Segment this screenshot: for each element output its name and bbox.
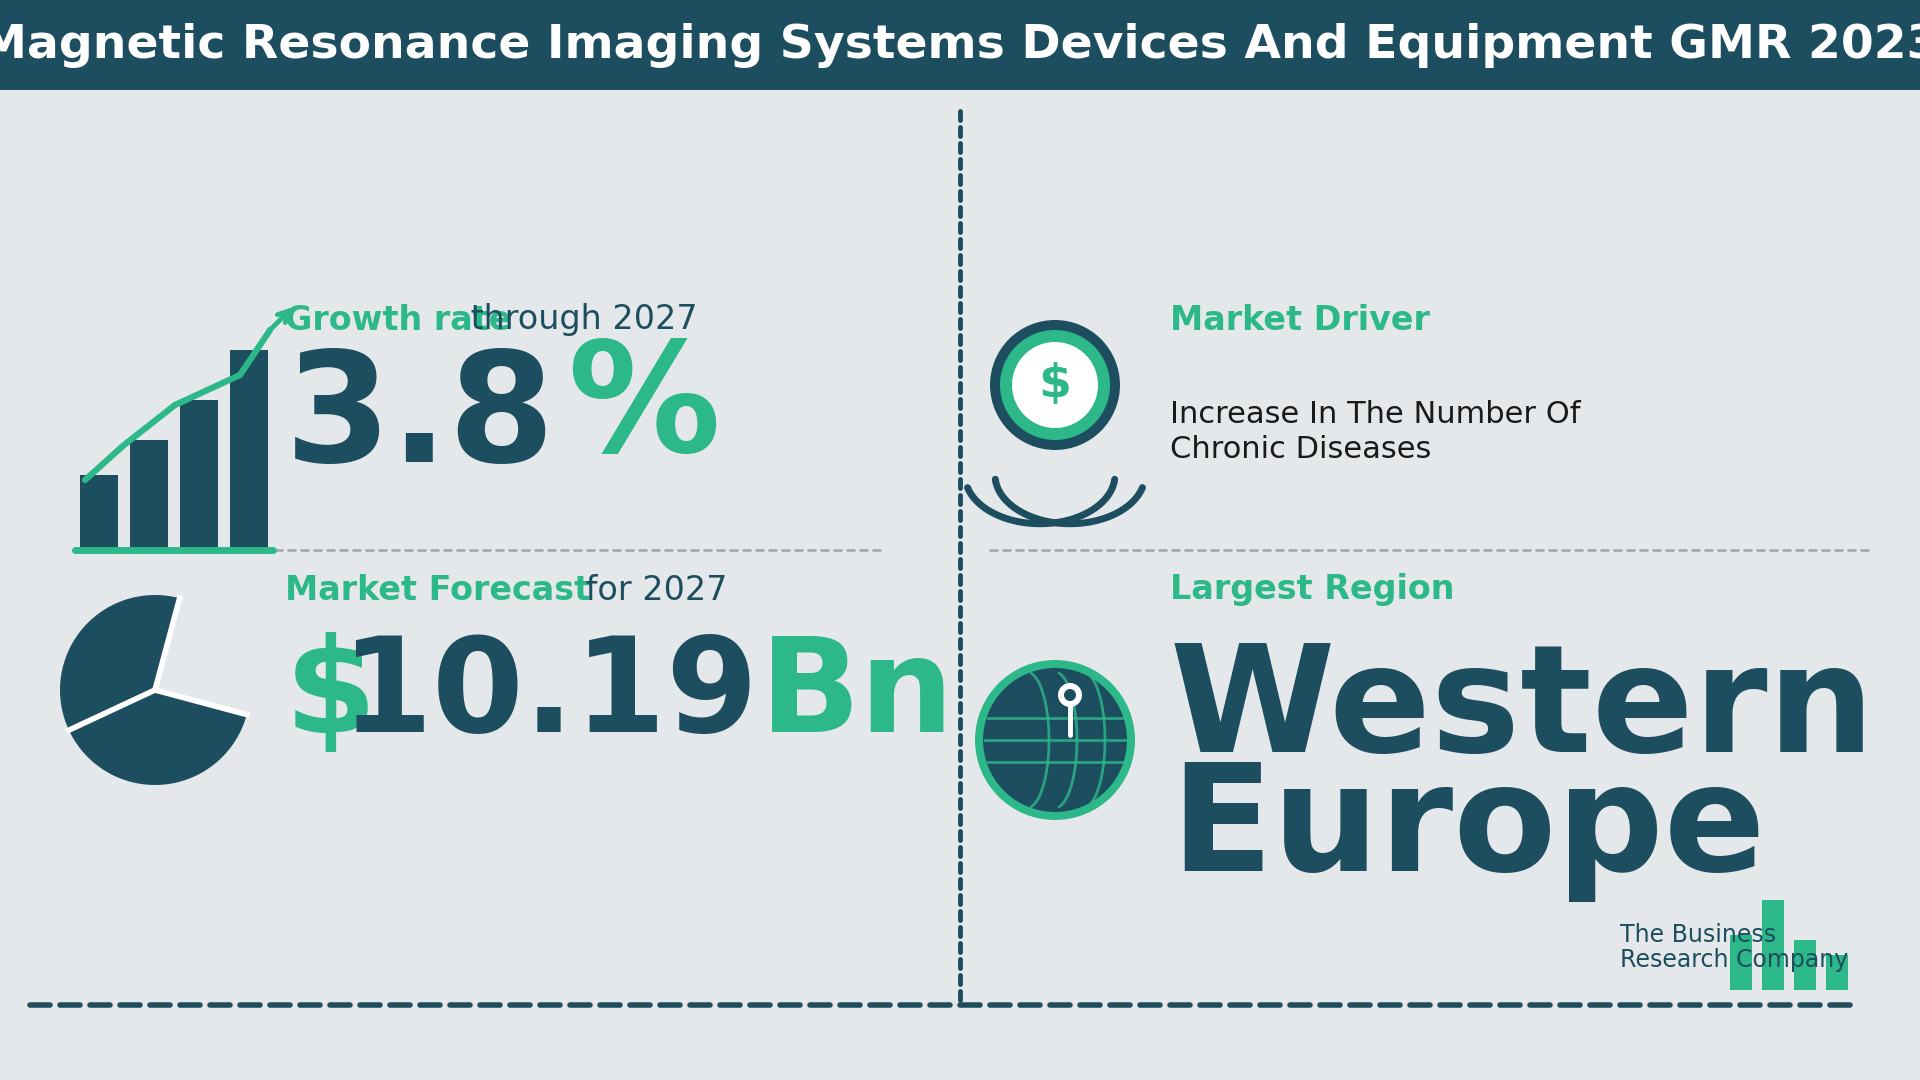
Text: Market Forecast: Market Forecast — [284, 573, 589, 607]
Circle shape — [1000, 330, 1110, 440]
Text: %: % — [566, 336, 720, 485]
Text: 3.8: 3.8 — [284, 346, 555, 495]
Wedge shape — [60, 595, 248, 785]
Circle shape — [1058, 683, 1083, 707]
Text: for 2027: for 2027 — [574, 573, 728, 607]
Bar — [81, 475, 117, 550]
Bar — [230, 350, 269, 550]
Bar — [1730, 935, 1751, 990]
Text: The Business: The Business — [1620, 923, 1776, 947]
Bar — [1826, 955, 1847, 990]
Text: Growth rate: Growth rate — [284, 303, 511, 337]
Bar — [131, 440, 169, 550]
Circle shape — [975, 660, 1135, 820]
Text: 10.19: 10.19 — [340, 632, 758, 758]
Circle shape — [991, 320, 1119, 450]
Bar — [1793, 940, 1816, 990]
Text: $: $ — [284, 632, 376, 758]
Circle shape — [1012, 342, 1098, 428]
Text: Bn: Bn — [760, 632, 954, 758]
Text: Europe: Europe — [1169, 757, 1766, 903]
Text: Increase In The Number Of: Increase In The Number Of — [1169, 400, 1580, 429]
Circle shape — [1064, 689, 1075, 701]
Text: Largest Region: Largest Region — [1169, 573, 1455, 607]
Bar — [0, 0, 1920, 90]
Text: Research Company: Research Company — [1620, 948, 1849, 972]
Text: Chronic Diseases: Chronic Diseases — [1169, 435, 1432, 464]
Circle shape — [983, 669, 1127, 812]
Bar — [180, 400, 219, 550]
Text: Magnetic Resonance Imaging Systems Devices And Equipment GMR 2023: Magnetic Resonance Imaging Systems Devic… — [0, 23, 1920, 67]
Bar — [1763, 900, 1784, 990]
Text: $: $ — [1039, 363, 1071, 407]
Text: through 2027: through 2027 — [461, 303, 697, 337]
Text: Western: Western — [1169, 637, 1876, 783]
Text: Market Driver: Market Driver — [1169, 303, 1430, 337]
